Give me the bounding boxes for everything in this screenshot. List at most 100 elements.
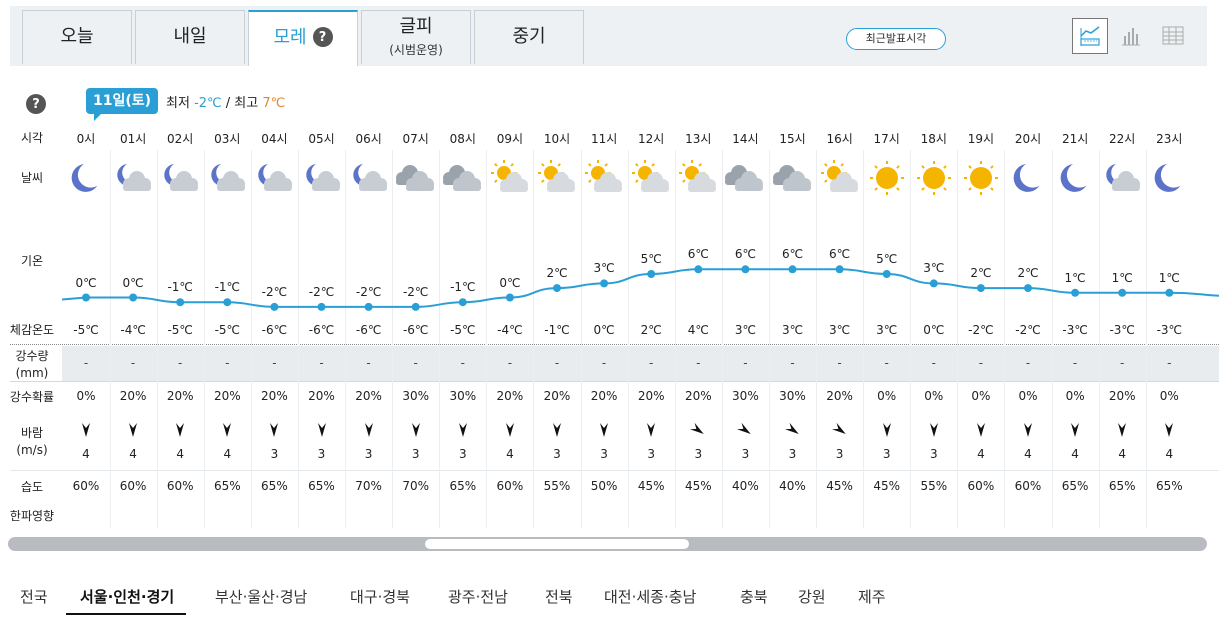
column-divider [1051, 150, 1053, 528]
wind-arrow-icon [129, 423, 138, 437]
temperature-label: 6℃ [687, 247, 709, 262]
sun-cloud-icon [679, 160, 717, 192]
column-divider [1004, 150, 1006, 528]
max-label: 최고 [234, 96, 259, 111]
feel-temp: -2℃ [1015, 323, 1041, 337]
wind-arrow-icon [737, 422, 752, 435]
precip-prob: 0% [1065, 389, 1085, 403]
tab-label: 모레 [273, 27, 307, 48]
column-divider [863, 150, 865, 528]
region-tab[interactable]: 전국 [20, 588, 48, 606]
feel-temp: 2℃ [640, 323, 662, 337]
precip-amount: - [1072, 356, 1078, 370]
latest-announcement-button[interactable]: 최근발표시각 [846, 28, 946, 50]
moon-cloud-icon [305, 164, 340, 191]
row-label-wind: 바람 [20, 426, 44, 440]
sun-cloud-icon [820, 160, 858, 192]
humidity: 40% [779, 479, 806, 493]
precip-amount: - [601, 356, 607, 370]
region-tab[interactable]: 광주·전남 [448, 588, 508, 606]
row-label-time: 시각 [20, 131, 44, 145]
wind-arrow-icon [1024, 423, 1032, 437]
help-icon[interactable]: ? [26, 94, 46, 114]
precip-amount: - [696, 356, 701, 370]
hour-label: 03시 [214, 132, 241, 146]
precip-prob: 0% [76, 389, 96, 403]
hour-label: 21시 [1061, 132, 1089, 146]
feel-temp: -6℃ [402, 323, 429, 337]
hour-label: 0시 [76, 132, 96, 146]
precip-prob: 20% [1108, 389, 1136, 403]
feel-temp: 0℃ [923, 323, 945, 337]
precip-amount: - [366, 356, 371, 370]
wind-arrow-icon [647, 423, 656, 437]
cloudy-icon [442, 165, 481, 191]
column-divider [674, 150, 676, 528]
help-icon[interactable]: ? [312, 27, 333, 47]
temperature-label: 2℃ [546, 266, 568, 281]
humidity: 45% [873, 479, 901, 493]
column-divider [297, 150, 299, 528]
tab-tomorrow[interactable]: 내일 [135, 10, 245, 64]
humidity: 60% [119, 479, 147, 493]
precip-prob: 30% [402, 389, 430, 403]
row-label-precip: 강수량 [15, 349, 49, 363]
sun-icon [963, 161, 998, 195]
precip-amount: - [790, 356, 795, 370]
feel-temp: -5℃ [167, 323, 193, 337]
humidity: 65% [308, 479, 335, 493]
region-tab[interactable]: 부산·울산·경남 [215, 588, 308, 606]
temperature-label: 3℃ [923, 261, 945, 276]
humidity: 50% [590, 479, 618, 493]
precip-amount: - [319, 356, 324, 370]
column-divider [203, 150, 205, 528]
moon-cloud-icon [1106, 164, 1141, 191]
temperature-point [1118, 288, 1127, 297]
precip-prob: 20% [261, 389, 288, 403]
tab-three-days[interactable]: 글피 (시범운영) [361, 10, 471, 64]
region-tab[interactable]: 대구·경북 [350, 588, 410, 606]
region-tab[interactable]: 제주 [858, 588, 886, 606]
precip-amount: - [178, 356, 183, 370]
region-tab[interactable]: 서울·인천·경기 [66, 586, 187, 615]
wind-arrow-icon [690, 422, 705, 435]
region-tab[interactable]: 대전·세종·충남 [604, 588, 697, 606]
region-tab[interactable]: 강원 [798, 588, 826, 606]
region-tab[interactable]: 충북 [740, 588, 768, 606]
scrollbar-thumb[interactable] [425, 539, 689, 549]
tab-midterm[interactable]: 중기 [474, 10, 584, 64]
wind-speed: 4 [506, 447, 514, 461]
hour-label: 02시 [167, 132, 194, 146]
temperature-label: -1℃ [167, 280, 193, 295]
wind-arrow-icon [553, 423, 561, 437]
column-divider [957, 150, 959, 528]
line-chart-icon [1080, 26, 1100, 46]
row-label-weather: 날씨 [20, 171, 44, 185]
feel-temp: 4℃ [687, 323, 709, 337]
moon-cloud-icon [164, 164, 199, 191]
graph-view-button[interactable] [1072, 18, 1108, 54]
wind-speed: 4 [1024, 447, 1032, 461]
humidity: 65% [1061, 479, 1089, 493]
hour-label: 08시 [449, 132, 476, 146]
temperature-point [1165, 288, 1174, 297]
region-tab[interactable]: 전북 [545, 588, 573, 606]
feel-temp: -3℃ [1062, 323, 1088, 337]
temperature-point [82, 293, 90, 302]
table-view-button[interactable] [1156, 18, 1192, 54]
hour-label: 12시 [638, 132, 665, 146]
precip-prob: 20% [496, 389, 524, 403]
feel-temp: -6℃ [261, 323, 288, 337]
precip-amount: - [1167, 356, 1172, 370]
row-label-precip-unit: (mm) [15, 366, 49, 380]
temperature-point [553, 284, 561, 293]
tab-day-after-tomorrow[interactable]: 모레? [248, 10, 358, 66]
temperature-point [788, 265, 797, 274]
precip-amount: - [460, 356, 465, 370]
bar-view-button[interactable] [1114, 18, 1150, 54]
temperature-graph [61, 265, 1219, 311]
moon-cloud-icon [352, 164, 387, 191]
temperature-label: 1℃ [1111, 270, 1133, 285]
tab-today[interactable]: 오늘 [22, 10, 132, 64]
wind-arrow-icon [831, 422, 846, 435]
